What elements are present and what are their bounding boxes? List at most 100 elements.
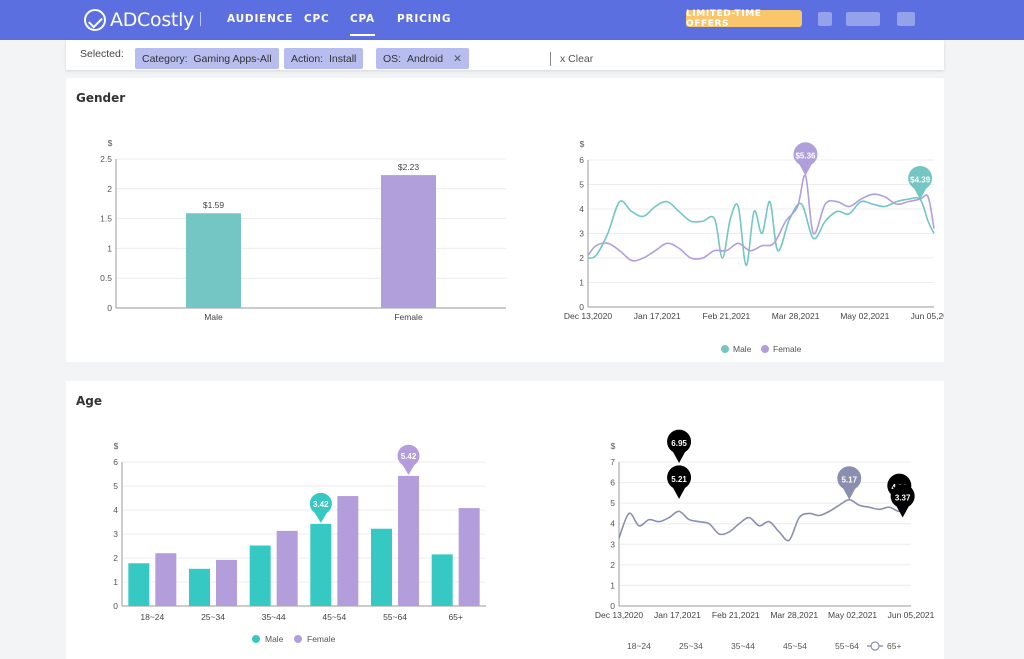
y-tick-label: 0 — [610, 601, 615, 611]
y-tick-label: 2.5 — [100, 154, 112, 164]
y-tick-label: 4 — [113, 505, 118, 515]
x-tick-label: 25~34 — [201, 612, 225, 622]
x-tick-label: Feb 21,2021 — [712, 610, 760, 620]
bar-value-label: $1.59 — [203, 200, 225, 210]
filter-chip-category[interactable]: Category: Gaming Apps-All — [135, 48, 279, 69]
legend-label: 55~64 — [835, 641, 859, 651]
y-tick-label: 5 — [113, 481, 118, 491]
marker-value-label: $4.39 — [910, 175, 931, 184]
bar-female-35-44 — [276, 530, 298, 606]
value-marker-pin: 6.95 — [667, 429, 692, 464]
legend-label: Male — [733, 344, 752, 354]
bar-female — [381, 175, 436, 308]
y-tick-label: 6 — [579, 155, 584, 165]
y-tick-label: 6 — [610, 478, 615, 488]
y-axis-unit-label: $ — [108, 138, 113, 148]
y-axis-unit-label: $ — [114, 441, 119, 451]
marker-pin-shape — [793, 142, 818, 176]
limited-offer-button[interactable]: LIMITED-TIME OFFERS — [686, 9, 802, 29]
nav-divider — [200, 12, 201, 26]
x-tick-label: 18~24 — [140, 612, 164, 622]
x-tick-label: Jan 17,2021 — [654, 610, 701, 620]
series-line-female — [587, 174, 935, 262]
legend-label: 65+ — [887, 641, 901, 651]
y-tick-label: 3 — [610, 539, 615, 549]
x-tick-label: Mar 28,2021 — [770, 610, 818, 620]
chip-key: Action: — [291, 52, 324, 65]
y-axis-unit-label: $ — [580, 139, 585, 149]
legend-swatch-dot — [611, 642, 619, 650]
bar-female-65 — [458, 508, 480, 606]
marker-value-label: 5.17 — [841, 476, 857, 485]
chip-value: Android — [406, 52, 444, 65]
selected-label: Selected: — [80, 48, 124, 60]
legend-label: 45~54 — [783, 641, 807, 651]
filter-chip-os[interactable]: OS: Android ✕ — [376, 48, 469, 69]
bar-female-18-24 — [155, 553, 177, 606]
account-area-blurred[interactable] — [846, 12, 880, 26]
y-tick-label: 0 — [579, 302, 584, 312]
marker-pin-shape — [667, 465, 692, 499]
section-title-age: Age — [76, 394, 103, 408]
x-tick-label: Female — [394, 312, 423, 322]
marker-pin-shape — [309, 492, 332, 523]
x-tick-label: 55~64 — [383, 612, 407, 622]
series-line-18-24 — [619, 523, 911, 575]
x-tick-label: Mar 28,2021 — [772, 311, 820, 321]
chip-value: Gaming Apps-All — [193, 52, 272, 65]
y-tick-label: 4 — [610, 519, 615, 529]
legend-swatch — [294, 635, 302, 643]
value-marker-pin: $5.36 — [793, 142, 818, 176]
gender-bar-chart: 0 0.5 1 1.5 2 2.5 $ $1.59 Male $2.23 Female — [100, 138, 506, 322]
marker-value-label: 5.21 — [671, 475, 687, 484]
logo-icon — [84, 9, 106, 31]
value-marker-pin: 3.37 — [890, 484, 915, 518]
bar-male-35-44 — [249, 545, 271, 606]
account-area-blurred[interactable] — [818, 12, 832, 26]
value-marker-pin: $4.39 — [908, 166, 933, 200]
y-tick-label: 0 — [107, 303, 112, 313]
bar-female-25-34 — [216, 559, 237, 606]
bar-male-65 — [431, 554, 453, 606]
y-tick-label: 1 — [107, 243, 112, 253]
nav-cpc[interactable]: CPC — [304, 13, 330, 25]
nav-cpa[interactable]: CPA — [350, 13, 375, 36]
nav-pricing[interactable]: PRICING — [397, 13, 452, 25]
marker-pin-shape — [837, 466, 862, 500]
y-tick-label: 1 — [610, 580, 615, 590]
x-tick-label: Jun 05,2021 — [888, 610, 935, 620]
x-tick-label: 35~44 — [262, 612, 286, 622]
value-marker-pin: 5.17 — [837, 466, 862, 500]
clear-filters-button[interactable]: x Clear — [550, 52, 593, 66]
legend-label: Female — [307, 634, 336, 644]
marker-value-label: $5.36 — [795, 152, 816, 161]
marker-value-label: 3.37 — [895, 494, 911, 503]
marker-value-label: 5.42 — [401, 452, 417, 461]
y-tick-label: 3 — [579, 229, 584, 239]
x-tick-label: 45~54 — [322, 612, 346, 622]
marker-value-label: 6.95 — [671, 439, 687, 448]
x-tick-label: Dec 13,2020 — [595, 610, 643, 620]
chip-key: OS: — [383, 52, 402, 65]
account-area-blurred[interactable] — [897, 12, 915, 26]
bar-male-45-54 — [310, 523, 332, 606]
y-tick-label: 4 — [579, 204, 584, 214]
legend-swatch — [721, 345, 729, 353]
brand-logo[interactable]: ADCostly — [84, 8, 194, 32]
filter-chip-action[interactable]: Action: Install — [284, 48, 364, 69]
bar-value-label: $2.23 — [398, 162, 420, 172]
value-marker-pin: 5.42 — [397, 444, 420, 475]
value-marker-pin: 3.42 — [309, 492, 332, 523]
gender-card: Gender 0 0.5 1 1.5 2 2.5 $ $1.59 Male $2.23 Female… — [66, 78, 944, 362]
legend-swatch-dot — [767, 642, 775, 650]
y-tick-label: 0 — [113, 601, 118, 611]
chip-value: Install — [328, 52, 357, 65]
nav-audience[interactable]: AUDIENCE — [227, 13, 294, 25]
filter-bar: Selected: Category: Gaming Apps-All Acti… — [66, 40, 944, 70]
legend-label: 25~34 — [679, 641, 703, 651]
legend-label: 35~44 — [731, 641, 755, 651]
remove-chip-icon[interactable]: ✕ — [453, 52, 462, 65]
y-tick-label: 1 — [579, 278, 584, 288]
brand-name: ADCostly — [110, 9, 194, 31]
y-tick-label: 2 — [113, 553, 118, 563]
